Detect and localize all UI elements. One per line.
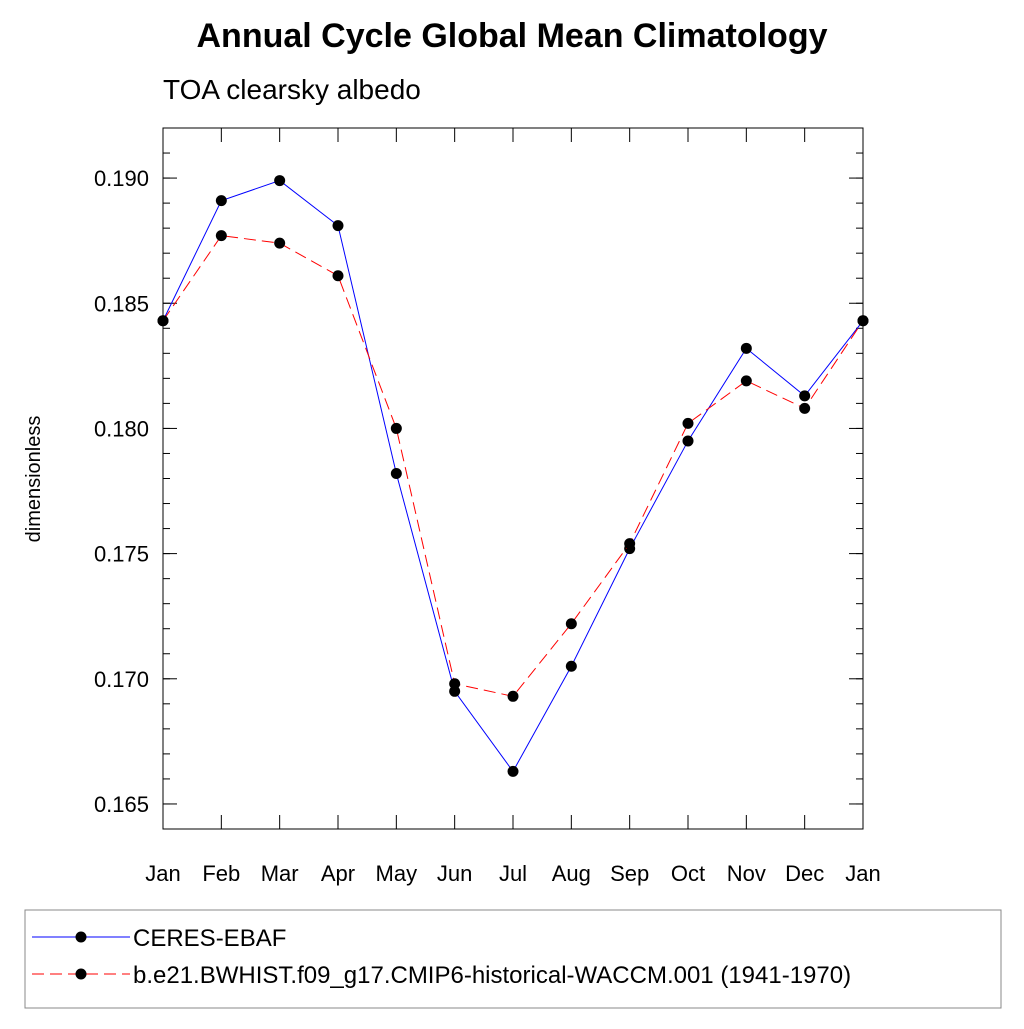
y-tick-label: 0.165 (94, 792, 149, 817)
series-2-point (449, 678, 461, 690)
series-1-point (390, 467, 402, 479)
legend-marker-1 (75, 931, 87, 943)
plot-frame (162, 127, 864, 830)
legend: CERES-EBAF b.e21.BWHIST.f09_g17.CMIP6-his… (24, 909, 1002, 1009)
x-tick-label: Aug (552, 861, 591, 886)
series-1-point (274, 175, 286, 187)
x-tick-label: Mar (261, 861, 299, 886)
series-1-point (682, 435, 694, 447)
series-2-point (507, 690, 519, 702)
x-tick-label: Nov (727, 861, 766, 886)
y-tick-label: 0.180 (94, 416, 149, 441)
series-1-point (565, 660, 577, 672)
series-2-point (799, 402, 811, 414)
y-tick-label: 0.170 (94, 667, 149, 692)
y-tick-label: 0.190 (94, 166, 149, 191)
x-tick-label: Oct (671, 861, 705, 886)
series-2-point (390, 422, 402, 434)
series-1-point (332, 220, 344, 232)
x-tick-label: Jul (499, 861, 527, 886)
x-tick-label: Jan (845, 861, 880, 886)
legend-label-1: CERES-EBAF (133, 925, 286, 952)
legend-marker-2 (75, 968, 87, 980)
series-2-point (215, 230, 227, 242)
series-1-point (215, 195, 227, 207)
series-line-2 (162, 235, 864, 697)
series-1-point (799, 390, 811, 402)
legend-label-2: b.e21.BWHIST.f09_g17.CMIP6-historical-WA… (133, 962, 851, 989)
series-2-point (857, 315, 869, 327)
series-1-point (507, 765, 519, 777)
y-tick-label: 0.175 (94, 542, 149, 567)
chart-title: Annual Cycle Global Mean Climatology (197, 17, 828, 55)
y-tick-label: 0.185 (94, 291, 149, 316)
plot-series (157, 175, 869, 777)
series-2-point (332, 270, 344, 282)
x-tick-label: Dec (785, 861, 824, 886)
series-2-point (157, 315, 169, 327)
x-tick-label: Jan (145, 861, 180, 886)
x-tick-label: Apr (321, 861, 355, 886)
chart-subtitle: TOA clearsky albedo (163, 74, 421, 105)
series-line-1 (162, 180, 864, 773)
series-1-point (740, 342, 752, 354)
series-2-point (682, 417, 694, 429)
series-2-point (274, 237, 286, 249)
legend-box (24, 909, 1002, 1009)
x-tick-label: Sep (610, 861, 649, 886)
x-tick-label: Feb (202, 861, 240, 886)
series-2-point (624, 538, 636, 550)
x-tick-label: Jun (437, 861, 472, 886)
x-tick-label: May (376, 861, 418, 886)
series-2-point (740, 375, 752, 387)
series-2-point (565, 618, 577, 630)
plot-axes: Jan Feb Mar Apr May Jun Jul Aug Sep Oct Nov Dec Jan 0… (94, 127, 881, 886)
y-axis-label: dimensionless (23, 416, 45, 543)
